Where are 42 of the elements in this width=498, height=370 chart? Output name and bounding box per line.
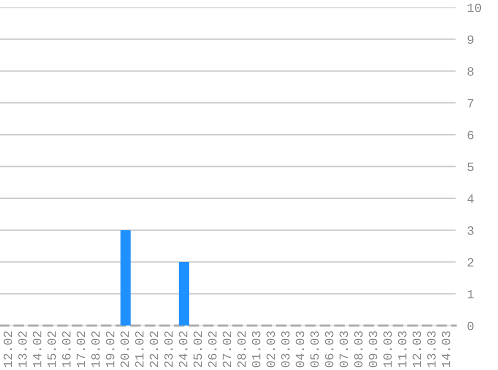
x-tick-label: 13.02 — [18, 331, 27, 368]
x-tick-label: 18.02 — [91, 331, 100, 368]
x-tick-label: 07.03 — [340, 331, 348, 368]
x-tick-label: 13.03 — [427, 331, 436, 368]
x-tick-label: 23.02 — [164, 331, 173, 368]
y-tick-label: 9 — [468, 35, 474, 44]
x-tick-label: 27.02 — [222, 331, 232, 368]
x-tick-label: 24.02 — [178, 331, 188, 368]
x-tick-label: 03.03 — [281, 331, 290, 368]
x-tick-label: 12.02 — [4, 331, 12, 368]
y-tick-label: 8 — [468, 67, 474, 76]
x-tick-label: 16.02 — [62, 331, 71, 368]
x-tick-label: 22.02 — [150, 331, 158, 368]
x-tick-label: 28.02 — [237, 331, 246, 368]
x-tick-label: 14.03 — [442, 331, 450, 368]
x-tick-label: 15.02 — [47, 331, 56, 368]
x-tick-label: 25.02 — [193, 331, 202, 368]
x-tick-label: 11.03 — [398, 331, 406, 368]
y-tick-label: 1 — [468, 290, 474, 298]
x-tick-label: 17.02 — [76, 331, 86, 368]
y-tick-label: 10 — [468, 4, 482, 12]
x-tick-label: 14.02 — [32, 331, 42, 368]
y-tick-label: 0 — [468, 322, 474, 330]
x-tick-label: 10.03 — [383, 331, 392, 368]
y-tick-label: 7 — [468, 99, 474, 108]
x-tick-label: 04.03 — [296, 331, 304, 368]
x-tick-label: 02.03 — [266, 331, 276, 368]
x-tick-label: 20.02 — [120, 331, 129, 368]
y-tick-label: 4 — [467, 194, 474, 203]
x-tick-label: 21.02 — [135, 331, 144, 368]
y-tick-label: 3 — [468, 226, 474, 235]
y-tick-label: 2 — [468, 258, 474, 266]
x-tick-label: 08.03 — [354, 331, 363, 368]
x-tick-label: 12.03 — [412, 331, 422, 368]
y-tick-label: 5 — [468, 162, 474, 172]
x-tick-label: 09.03 — [368, 331, 378, 368]
y-tick-label: 6 — [468, 130, 474, 140]
x-tick-label: 05.03 — [310, 331, 319, 368]
x-tick-label: 26.02 — [208, 331, 217, 368]
x-tick-label: 19.02 — [106, 331, 114, 368]
x-tick-label: 01.03 — [252, 331, 260, 368]
x-tick-label: 06.03 — [324, 331, 334, 368]
